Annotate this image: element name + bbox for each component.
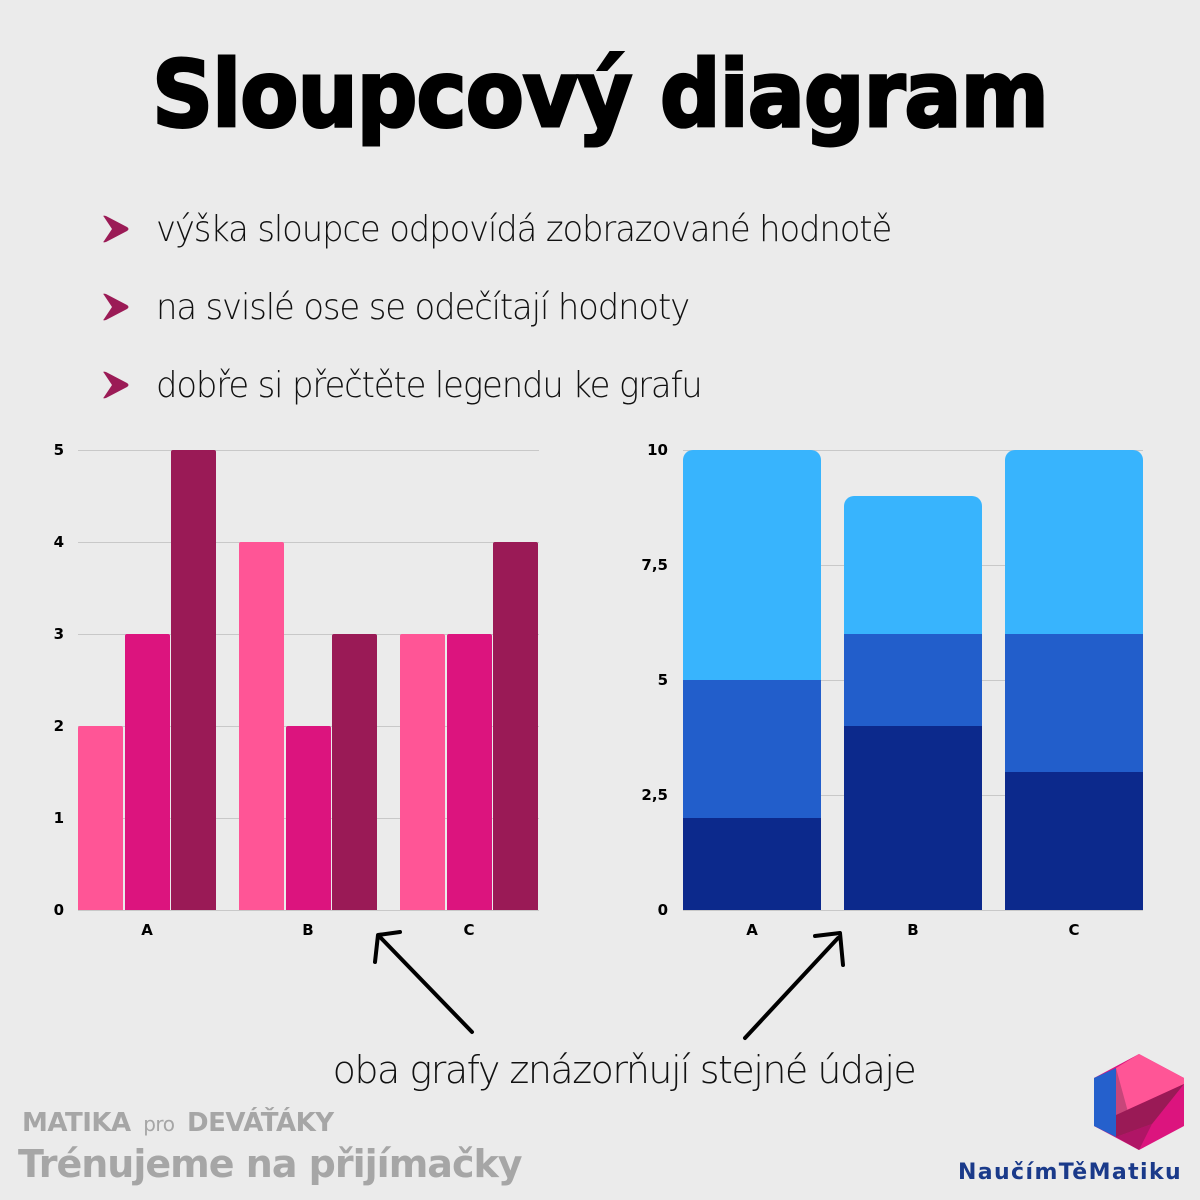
bullet-item: dobře si přečtěte legendu ke grafu	[100, 346, 938, 424]
chevron-right-icon	[100, 365, 134, 405]
bar-segment	[844, 726, 982, 910]
y-tick-label: 10	[647, 441, 668, 459]
bar	[125, 634, 170, 910]
footer-brand-part3: DEVÁŤÁKY	[187, 1108, 334, 1138]
y-tick-label: 2,5	[641, 786, 668, 804]
bar-segment	[683, 680, 821, 818]
bullet-item: výška sloupce odpovídá zobrazované hodno…	[100, 190, 938, 268]
bar-segment	[1005, 634, 1143, 772]
bar-segment	[683, 450, 821, 680]
y-tick-label: 0	[53, 901, 64, 919]
x-category-label: A	[746, 921, 758, 939]
bar	[332, 634, 377, 910]
bar	[78, 726, 123, 910]
chevron-right-icon	[100, 209, 134, 249]
y-tick-label: 0	[657, 901, 668, 919]
footer-tagline: Trénujeme na přijímačky	[18, 1142, 523, 1186]
y-tick-label: 5	[53, 441, 64, 459]
bar	[286, 726, 331, 910]
chevron-right-icon	[100, 287, 134, 327]
bullet-text: dobře si přečtěte legendu ke grafu	[156, 364, 703, 406]
y-tick-label: 7,5	[641, 556, 668, 574]
logo-text: NaučímTěMatiku	[957, 1160, 1183, 1185]
page-title: Sloupcový diagram	[151, 40, 1051, 150]
footer-brand-part2: pro	[143, 1112, 175, 1136]
x-category-label: B	[302, 921, 314, 939]
gridline	[683, 450, 1143, 451]
footer-brand: MATIKA pro DEVÁŤÁKY	[22, 1108, 334, 1138]
gridline	[78, 910, 539, 911]
bar-segment	[844, 496, 982, 634]
bullet-text: výška sloupce odpovídá zobrazované hodno…	[156, 208, 892, 250]
y-tick-label: 4	[53, 533, 64, 551]
bar-segment	[844, 634, 982, 726]
x-category-label: C	[463, 921, 475, 939]
bar	[171, 450, 216, 910]
gridline	[78, 450, 539, 451]
x-category-label: A	[141, 921, 153, 939]
y-tick-label: 5	[657, 671, 668, 689]
footer-brand-part1: MATIKA	[22, 1108, 131, 1138]
bar	[400, 634, 445, 910]
bullet-item: na svislé ose se odečítají hodnoty	[100, 268, 938, 346]
y-tick-label: 3	[53, 625, 64, 643]
bar	[447, 634, 492, 910]
y-tick-label: 2	[53, 717, 64, 735]
x-category-label: C	[1068, 921, 1080, 939]
bullet-list: výška sloupce odpovídá zobrazované hodno…	[100, 190, 938, 424]
gridline	[78, 634, 539, 635]
bar-segment	[683, 818, 821, 910]
logo-hexagon-icon	[1092, 1054, 1186, 1155]
bar	[493, 542, 538, 910]
bar-segment	[1005, 772, 1143, 910]
bullet-text: na svislé ose se odečítají hodnoty	[156, 286, 690, 328]
x-category-label: B	[907, 921, 919, 939]
bar-segment	[1005, 450, 1143, 634]
y-tick-label: 1	[53, 809, 64, 827]
gridline	[78, 542, 539, 543]
bar	[239, 542, 284, 910]
caption: oba grafy znázorňují stejné údaje	[332, 1048, 917, 1092]
gridline	[683, 910, 1143, 911]
